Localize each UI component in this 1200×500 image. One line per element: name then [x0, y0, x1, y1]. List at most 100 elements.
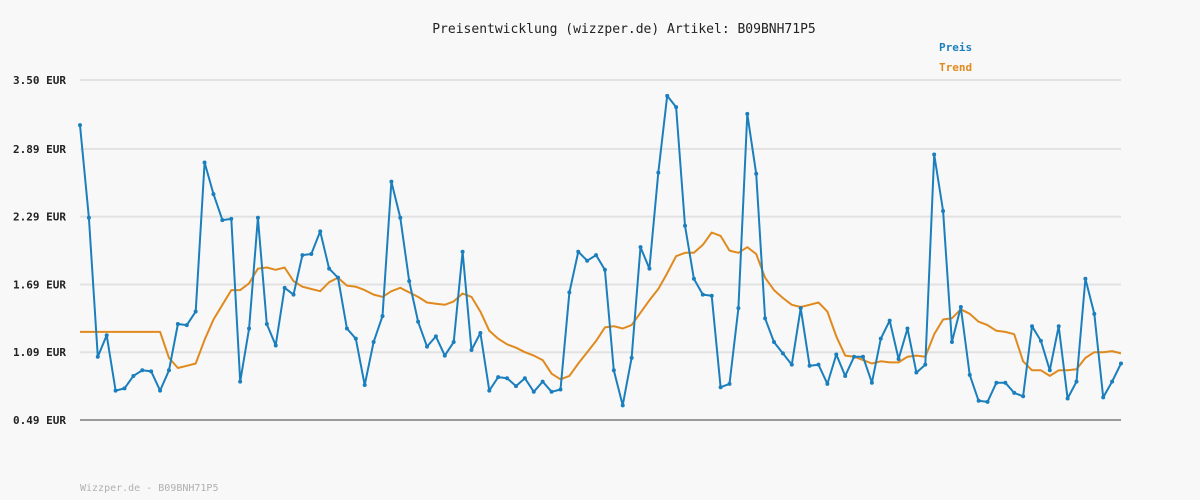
preis-point	[166, 368, 171, 373]
preis-point	[754, 171, 759, 176]
preis-point	[1083, 276, 1088, 281]
y-tick-label: 3.50 EUR	[13, 74, 66, 87]
preis-point	[647, 266, 652, 271]
preis-point	[86, 215, 91, 220]
preis-point	[371, 340, 376, 345]
y-tick-label: 0.49 EUR	[13, 414, 66, 427]
preis-point	[478, 331, 483, 336]
preis-point	[683, 223, 688, 228]
preis-point	[852, 354, 857, 359]
preis-point	[122, 386, 127, 391]
preis-point	[211, 192, 216, 197]
preis-point	[1021, 394, 1026, 399]
preis-point	[700, 292, 705, 297]
preis-point	[878, 336, 883, 341]
preis-point	[594, 253, 599, 258]
preis-point	[949, 340, 954, 345]
preis-point	[834, 352, 839, 357]
preis-point	[425, 344, 429, 349]
legend-preis: Preis	[939, 41, 972, 54]
preis-point	[1110, 379, 1115, 384]
preis-point	[638, 245, 643, 250]
preis-point	[416, 319, 421, 324]
preis-point	[958, 305, 963, 310]
chart-title: Preisentwicklung (wizzper.de) Artikel: B…	[432, 22, 816, 37]
y-tick-label: 1.69 EUR	[13, 278, 66, 291]
preis-point	[576, 249, 581, 254]
preis-point	[184, 323, 189, 328]
preis-point	[976, 398, 981, 403]
preis-point	[522, 376, 527, 381]
preis-point	[78, 123, 82, 128]
preis-point	[540, 379, 545, 384]
preis-point	[736, 306, 741, 311]
preis-point	[629, 355, 634, 360]
preis-point	[487, 388, 492, 393]
preis-line	[79, 94, 1122, 407]
preis-point	[985, 399, 990, 404]
preis-point	[611, 368, 616, 373]
preis-point	[1074, 379, 1079, 384]
preis-point	[327, 266, 332, 271]
preis-point	[549, 389, 554, 394]
preis-point	[407, 279, 412, 284]
preis-point	[131, 373, 136, 378]
preis-point	[967, 372, 972, 377]
preis-point	[353, 336, 358, 341]
preis-point	[282, 285, 287, 290]
preis-point	[175, 321, 180, 326]
preis-point	[104, 333, 109, 338]
preis-point	[291, 292, 296, 297]
preis-point	[727, 381, 732, 386]
preis-point	[451, 340, 456, 345]
preis-point	[202, 160, 207, 165]
preis-point	[95, 354, 100, 359]
preis-point	[896, 357, 901, 362]
preis-point	[674, 105, 679, 110]
legend-trend: Trend	[939, 61, 972, 74]
y-tick-label: 2.89 EUR	[13, 143, 66, 156]
footer-text: Wizzper.de - B09BNH71P5	[80, 483, 218, 494]
preis-point	[505, 376, 510, 381]
preis-point	[380, 314, 385, 319]
preis-point	[398, 215, 403, 220]
preis-point	[318, 229, 323, 234]
preis-point	[1003, 380, 1008, 385]
preis-point	[113, 388, 118, 393]
y-tick-label: 2.29 EUR	[13, 211, 66, 224]
preis-point	[789, 362, 794, 367]
preis-point	[745, 111, 750, 116]
preis-point	[1119, 361, 1123, 366]
preis-point	[255, 215, 260, 220]
preis-point	[558, 387, 563, 392]
y-tick-label: 1.09 EUR	[13, 346, 66, 359]
preis-point	[1012, 390, 1017, 395]
preis-point	[718, 385, 723, 390]
preis-point	[336, 275, 341, 280]
preis-point	[602, 267, 607, 272]
preis-point	[433, 334, 438, 339]
preis-point	[941, 209, 946, 214]
preis-point	[585, 258, 590, 263]
preis-point	[496, 375, 501, 380]
preis-point	[140, 368, 145, 373]
preis-point	[567, 290, 572, 295]
preis-point	[273, 343, 278, 348]
preis-point	[220, 218, 225, 223]
preis-point	[665, 93, 670, 98]
preis-point	[691, 276, 696, 281]
preis-series	[78, 93, 1123, 408]
y-axis-ticks: 0.49 EUR 1.09 EUR 1.69 EUR 2.29 EUR 2.89 EUR…	[13, 74, 66, 427]
preis-point	[763, 316, 768, 321]
preis-point	[1092, 311, 1097, 316]
preis-point	[816, 362, 821, 367]
preis-point	[914, 370, 919, 375]
preis-point	[229, 216, 234, 221]
preis-point	[825, 381, 830, 386]
preis-point	[193, 309, 198, 314]
preis-point	[869, 380, 874, 385]
preis-point	[807, 363, 812, 368]
preis-point	[905, 326, 910, 331]
preis-point	[344, 326, 349, 331]
preis-point	[1101, 395, 1106, 400]
